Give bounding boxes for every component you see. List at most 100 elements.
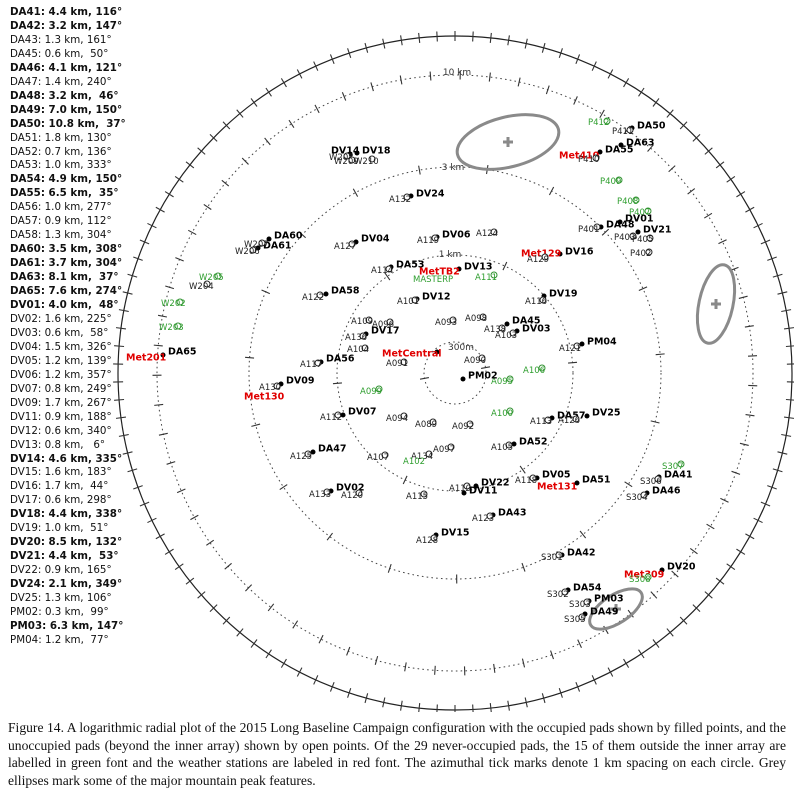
azimuthal-tick (118, 433, 129, 437)
filled-pad-marker (574, 480, 580, 486)
azimuthal-tick (760, 239, 771, 245)
open-pad-marker (449, 316, 457, 324)
pad-label-S308: S308 (629, 575, 651, 585)
pad-label-MetTB2: MetTB2 (419, 266, 460, 278)
pad-label-P407: P407 (629, 208, 651, 218)
legend-entry: DV22: 0.9 km, 165° (10, 564, 112, 577)
pad-label-DA51: DA51 (582, 474, 611, 486)
pad-label-PM02: PM02 (468, 370, 498, 382)
pad-label-PM03: PM03 (594, 593, 624, 605)
azimuthal-tick (623, 658, 630, 668)
pad-label-DA63: DA63 (626, 137, 655, 149)
open-pad-marker (323, 488, 331, 496)
pad-label-DV06: DV06 (442, 229, 471, 241)
azimuthal-tick (655, 353, 665, 356)
azimuthal-tick (147, 222, 157, 229)
open-pad-marker (644, 207, 652, 215)
azimuthal-tick (767, 256, 777, 261)
pad-label-A109: A109 (351, 317, 374, 327)
filled-pad-marker (534, 475, 540, 481)
azimuthal-tick (607, 667, 614, 677)
pad-label-A104: A104 (347, 345, 370, 355)
legend-entry: PM02: 0.3 km, 99° (10, 605, 109, 618)
pad-label-A102: A102 (403, 457, 426, 467)
azimuthal-tick (292, 620, 299, 629)
azimuthal-tick (745, 206, 755, 213)
azimuthal-tick (781, 433, 792, 437)
ring (336, 254, 574, 492)
azimuthal-tick (209, 604, 218, 612)
azimuthal-tick (347, 688, 352, 698)
azimuthal-tick (127, 273, 138, 278)
azimuthal-tick (133, 485, 143, 490)
pad-label-A089: A089 (415, 420, 438, 430)
legend-entry: DA45: 0.6 km, 50° (10, 47, 109, 60)
pad-label-DA43: DA43 (498, 507, 527, 519)
filled-pad-marker (160, 352, 166, 358)
open-pad-marker (544, 416, 552, 424)
pad-label-DA46: DA46 (652, 485, 681, 497)
pad-label-A116: A116 (525, 297, 548, 307)
pad-label-A128: A128 (416, 536, 439, 546)
azimuthal-tick (706, 523, 715, 530)
pad-label-A121: A121 (559, 344, 582, 354)
azimuthal-tick (568, 361, 578, 364)
filled-pad-marker (557, 251, 563, 257)
filled-pad-marker (579, 341, 585, 347)
azimuthal-tick (745, 533, 755, 540)
pad-label-A113: A113 (530, 417, 553, 427)
azimuthal-tick (666, 628, 674, 637)
pad-label-DV12: DV12 (422, 291, 451, 303)
pad-label-A115: A115 (406, 492, 429, 502)
mountain-ellipse (455, 113, 561, 171)
pad-label-DV22: DV22 (481, 477, 510, 489)
open-pad-marker (640, 491, 648, 499)
azimuthal-tick (623, 78, 630, 88)
azimuthal-tick (115, 416, 127, 419)
azimuthal-tick (236, 109, 244, 118)
azimuthal-tick (155, 206, 165, 213)
pad-label-P401: P401 (578, 225, 600, 235)
open-pad-marker (365, 316, 373, 324)
ring-distance-label: 1 km (439, 250, 462, 260)
azimuthal-tick (472, 704, 474, 712)
azimuthal-tick (265, 87, 272, 97)
azimuthal-tick (250, 98, 258, 107)
legend-entry: DV06: 1.2 km, 357° (10, 368, 112, 381)
azimuthal-tick (519, 465, 526, 474)
azimuthal-tick (687, 188, 696, 195)
legend-entry: DV14: 4.6 km, 335° (10, 452, 123, 465)
pad-label-A090: A090 (464, 356, 487, 366)
filled-pad-marker (434, 349, 440, 355)
open-pad-marker (539, 296, 547, 304)
azimuthal-tick (783, 416, 794, 419)
mountain-ellipse (695, 263, 737, 345)
azimuthal-tick (245, 584, 253, 592)
azimuthal-tick (689, 548, 698, 555)
azimuthal-tick (541, 693, 546, 704)
open-pad-marker (490, 228, 498, 236)
azimuthal-tick (245, 356, 255, 359)
pad-label-Met129: Met129 (521, 249, 561, 260)
azimuthal-tick (591, 61, 597, 71)
pad-label-DV16: DV16 (565, 246, 594, 258)
open-pad-marker (425, 450, 433, 458)
filled-pad-marker (323, 291, 329, 297)
legend-entry: DA63: 8.1 km, 37° (10, 271, 119, 284)
azimuthal-tick (236, 628, 244, 637)
pad-label-DA53: DA53 (396, 259, 425, 271)
azimuthal-tick (313, 61, 319, 71)
pad-label-DV09: DV09 (286, 375, 315, 387)
pad-label-PM04: PM04 (587, 336, 617, 348)
open-pad-marker (463, 482, 471, 490)
azimuthal-tick (115, 327, 127, 330)
azimuthal-tick (507, 35, 510, 46)
open-pad-marker (654, 475, 662, 483)
azimuthal-tick (575, 682, 581, 692)
azimuthal-tick (745, 414, 755, 417)
open-pad-marker (375, 385, 383, 393)
azimuthal-tick (296, 667, 303, 677)
legend-entry: DV24: 2.1 km, 349° (10, 578, 123, 591)
pad-label-DV02: DV02 (336, 482, 365, 494)
azimuthal-tick (747, 355, 758, 357)
